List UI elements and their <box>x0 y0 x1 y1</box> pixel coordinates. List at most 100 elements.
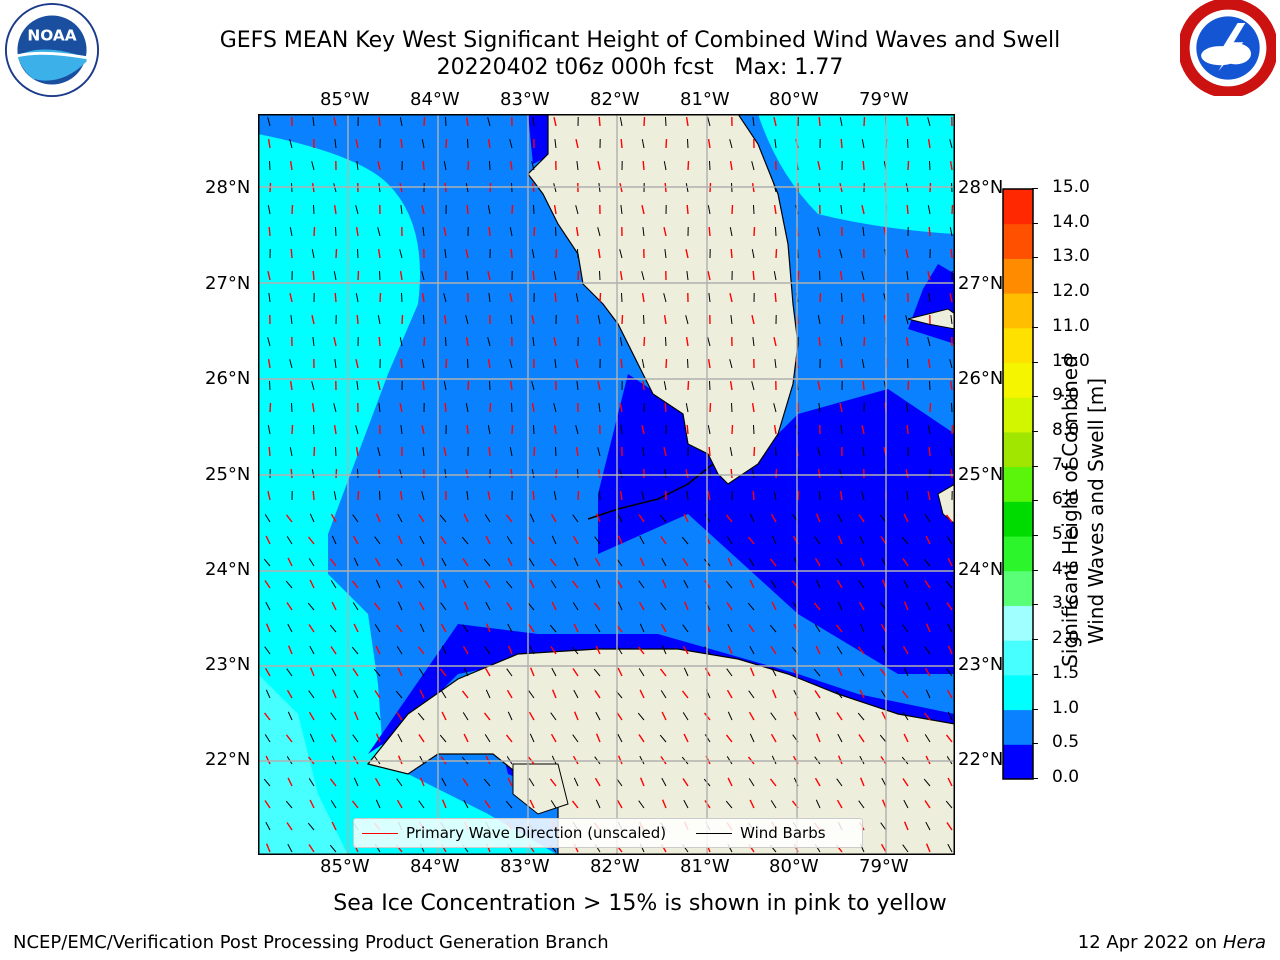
colorbar-tick-mark <box>1032 430 1038 432</box>
wind-barb <box>379 490 381 501</box>
wind-barb <box>509 139 513 149</box>
wave-arrow <box>463 601 469 611</box>
wave-arrow <box>727 777 733 787</box>
wind-barb <box>619 469 623 479</box>
wind-barb <box>264 734 271 743</box>
colorbar-tick-mark <box>1032 743 1038 745</box>
colorbar-tick-label: 1.0 <box>1052 697 1080 718</box>
colorbar-cell <box>1003 258 1033 294</box>
wave-arrow <box>707 138 711 149</box>
wind-barb <box>575 293 579 303</box>
wind-barb <box>419 535 425 545</box>
wave-arrow <box>945 514 953 523</box>
wind-barb <box>859 755 865 765</box>
wind-barb <box>485 601 491 611</box>
wind-barb <box>263 558 271 567</box>
wind-barb <box>483 778 491 787</box>
wind-barb <box>577 468 579 479</box>
map-legend: Primary Wave Direction (unscaled) Wind B… <box>353 818 863 848</box>
wind-barb <box>483 558 491 567</box>
wave-arrow <box>708 446 711 457</box>
wave-arrow <box>374 777 381 787</box>
wave-arrow <box>683 733 689 743</box>
wind-barb <box>749 733 755 743</box>
wave-arrow <box>619 403 623 413</box>
wave-arrow <box>858 601 865 611</box>
wave-arrow <box>375 733 381 743</box>
wave-arrow <box>444 402 447 413</box>
wave-arrow <box>575 139 579 149</box>
wind-barb <box>287 711 293 721</box>
wave-arrow <box>465 469 469 479</box>
wave-arrow <box>549 778 557 787</box>
wind-barb <box>617 513 623 523</box>
wind-barb <box>751 249 755 259</box>
wave-arrow <box>597 248 601 259</box>
wind-barb <box>749 645 755 655</box>
wave-arrow <box>554 292 557 303</box>
wind-barb <box>355 205 359 215</box>
wind-barb <box>731 402 733 413</box>
colorbar-cell <box>1003 327 1033 364</box>
wind-barb <box>375 799 381 809</box>
wave-arrow <box>462 645 469 655</box>
wave-arrow <box>575 359 579 369</box>
wind-barb <box>643 314 645 325</box>
wave-arrow <box>707 491 711 501</box>
wave-arrow <box>285 734 293 743</box>
wave-arrow <box>577 490 580 501</box>
wind-barb <box>462 624 469 633</box>
wave-arrow <box>620 138 623 149</box>
wind-barb <box>836 646 843 655</box>
wind-barb <box>351 646 359 655</box>
wind-barb <box>639 623 645 633</box>
wave-arrow <box>286 689 293 699</box>
wave-arrow <box>330 733 337 743</box>
wave-arrow <box>663 447 667 457</box>
wave-arrow <box>729 293 733 303</box>
wind-barb <box>927 337 931 347</box>
wave-arrow <box>907 380 910 391</box>
wave-arrow <box>929 402 932 413</box>
wave-arrow <box>531 402 535 413</box>
wind-barb <box>330 800 337 809</box>
wind-barb <box>418 580 425 589</box>
wind-barb <box>770 580 777 589</box>
wave-arrow <box>488 446 491 457</box>
wave-arrow <box>617 535 623 545</box>
wind-barb <box>814 624 821 633</box>
lon-label-84w-bottom: 84°W <box>410 856 460 877</box>
wind-barb <box>661 557 667 567</box>
wave-arrow <box>575 446 579 457</box>
colorbar-title-line2: Wind Waves and Swell [m] <box>1084 377 1108 645</box>
wind-barb <box>773 403 777 413</box>
wind-barb <box>770 712 777 721</box>
wind-barb <box>335 446 337 457</box>
wave-arrow <box>377 161 381 171</box>
wind-barb <box>576 381 579 391</box>
wind-barb <box>841 292 843 303</box>
wind-barb <box>286 536 293 545</box>
wave-arrow <box>335 468 338 479</box>
wave-arrow <box>351 580 359 589</box>
wave-arrow <box>422 380 425 391</box>
wind-barb <box>686 491 689 501</box>
lon-label-81w-bottom: 81°W <box>680 856 730 877</box>
wave-arrow <box>729 160 733 171</box>
wind-barb <box>879 514 887 523</box>
wave-arrow <box>529 667 535 677</box>
wind-barb <box>576 161 579 171</box>
wave-arrow <box>946 822 953 831</box>
wind-barb <box>289 139 293 149</box>
wind-barb <box>599 490 601 501</box>
wave-arrow <box>418 601 425 611</box>
wind-barb <box>399 117 403 127</box>
wave-arrow <box>815 513 821 523</box>
wave-arrow <box>727 557 733 567</box>
wind-barb <box>463 667 469 677</box>
wind-barb <box>949 447 953 457</box>
wind-barb <box>639 535 645 545</box>
wind-barb <box>572 602 579 611</box>
lon-label-85w-bottom: 85°W <box>320 856 370 877</box>
wave-arrow <box>639 689 645 699</box>
